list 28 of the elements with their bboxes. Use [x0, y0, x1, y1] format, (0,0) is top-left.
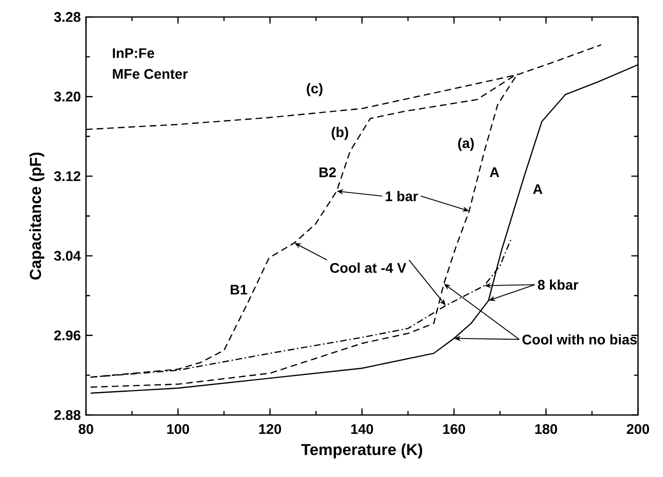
x-axis-title: Temperature (K)	[301, 443, 422, 458]
x-tick-label: 120	[259, 424, 282, 434]
y-axis-title: Capacitance (pF)	[29, 152, 44, 280]
y-tick-label: 2.88	[54, 410, 80, 420]
x-tick-label: 200	[626, 424, 650, 434]
y-tick-label: 3.28	[54, 12, 80, 22]
annotation: (c)	[306, 83, 322, 96]
annotation: (b)	[332, 126, 348, 140]
x-tick-label: 180	[535, 424, 558, 434]
y-tick-label: 3.20	[54, 92, 80, 102]
annotation: Cool with no bias	[522, 334, 637, 345]
annotation: A	[533, 184, 542, 194]
annotation: A	[490, 167, 500, 178]
y-tick-label: 3.04	[54, 250, 81, 261]
x-tick-label: 80	[78, 424, 94, 434]
annotation: 8 kbar	[538, 280, 578, 290]
x-tick-label: 140	[351, 424, 374, 434]
annotation: (a)	[458, 138, 474, 151]
annotation: InP:Fe	[112, 48, 154, 58]
annotation: MFe Center	[112, 69, 188, 79]
annotation: 1 bar	[386, 190, 418, 202]
annotation: Cool at -4 V	[330, 262, 406, 273]
x-tick-label: 100	[167, 424, 190, 434]
y-tick-label: 3.12	[54, 171, 80, 182]
x-tick-label: 160	[443, 424, 466, 434]
annotation: B2	[320, 167, 336, 178]
annotation: B1	[230, 284, 248, 294]
y-tick-label: 2.96	[54, 330, 80, 340]
